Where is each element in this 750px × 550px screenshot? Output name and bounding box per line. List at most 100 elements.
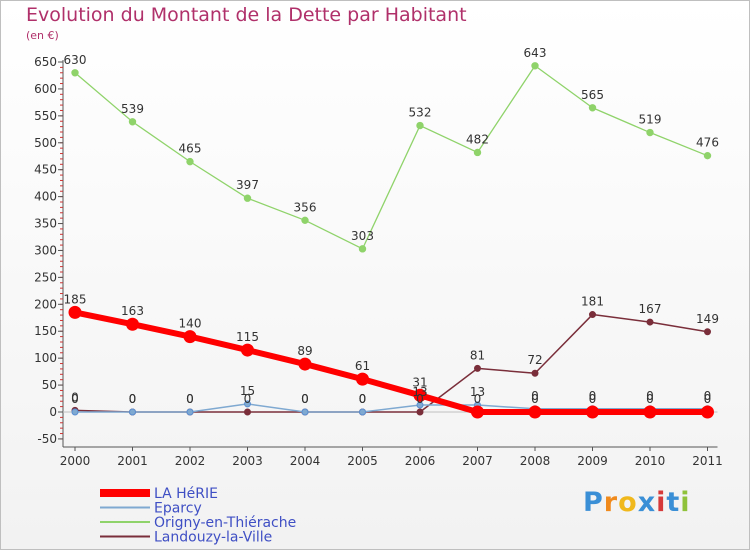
proxiti-logo: Proxiti xyxy=(583,487,691,518)
y-tick-label: 500 xyxy=(34,136,57,150)
logo-letter: P xyxy=(583,487,604,518)
y-tick-label: 550 xyxy=(34,109,57,123)
data-label: 303 xyxy=(351,229,374,243)
data-point xyxy=(586,405,599,419)
legend-label: LA HéRIE xyxy=(154,486,218,502)
data-point xyxy=(531,369,539,377)
data-label: 0 xyxy=(301,392,309,406)
x-tick-label: 2001 xyxy=(117,454,148,468)
data-point xyxy=(71,408,79,416)
logo-letter: r xyxy=(603,487,619,518)
x-tick-label: 2011 xyxy=(692,454,723,468)
y-tick-label: 600 xyxy=(34,82,57,96)
data-label: 519 xyxy=(639,113,662,127)
data-label: 356 xyxy=(294,200,317,214)
data-label: 15 xyxy=(240,384,255,398)
legend-label: Origny-en-Thiérache xyxy=(154,515,296,531)
data-point xyxy=(703,151,712,160)
logo-letter: i xyxy=(656,487,667,518)
data-label: 13 xyxy=(412,385,427,399)
series-line xyxy=(75,403,708,413)
data-point xyxy=(128,118,137,126)
x-tick-label: 2005 xyxy=(347,454,378,468)
data-label: 0 xyxy=(359,392,367,406)
data-point xyxy=(588,104,597,112)
data-label: 72 xyxy=(527,353,542,367)
data-label: 149 xyxy=(696,312,719,326)
data-label: 31 xyxy=(412,375,427,389)
y-tick-label: 300 xyxy=(34,243,57,257)
data-point xyxy=(471,405,484,419)
data-label: 0 xyxy=(71,390,79,404)
data-point xyxy=(244,408,251,416)
data-label: 61 xyxy=(355,359,370,373)
x-tick-label: 2006 xyxy=(405,454,436,468)
y-tick-label: -50 xyxy=(37,432,57,446)
data-label: 163 xyxy=(121,304,144,318)
data-point xyxy=(474,364,481,372)
data-label: 482 xyxy=(466,132,489,146)
data-label: 0 xyxy=(474,392,482,406)
data-labels: 0 0 0 0 0 0 0 81 72 181 167 149 630 539 465 397 356 303 53… xyxy=(64,46,719,406)
data-label: 397 xyxy=(236,178,259,192)
data-point xyxy=(301,216,309,225)
data-point xyxy=(186,408,194,416)
data-point xyxy=(356,372,369,386)
data-point xyxy=(126,317,139,331)
data-point xyxy=(129,408,136,416)
y-tick-label: 100 xyxy=(34,351,57,365)
y-tick-label: 450 xyxy=(34,163,57,177)
data-label: 539 xyxy=(121,102,144,116)
data-point xyxy=(68,305,82,319)
data-label: 532 xyxy=(409,106,432,120)
data-label: 476 xyxy=(696,136,719,150)
y-tick-label: 200 xyxy=(34,297,57,311)
data-label: 0 xyxy=(646,392,654,406)
data-point xyxy=(473,148,482,157)
legend-label: Landouzy-la-Ville xyxy=(154,530,272,546)
data-point xyxy=(528,405,542,419)
data-point xyxy=(358,245,367,253)
data-label: 115 xyxy=(236,330,259,344)
x-tick-label: 2008 xyxy=(520,454,551,468)
y-tick-label: 250 xyxy=(34,270,57,284)
y-tick-label: 650 xyxy=(34,55,57,69)
axes: -500501001502002503003504004505005506006… xyxy=(34,55,723,468)
x-tick-label: 2004 xyxy=(290,454,321,468)
data-point xyxy=(359,408,366,416)
chart-unit: (en €) xyxy=(26,29,59,42)
data-point xyxy=(646,128,654,137)
data-point xyxy=(589,311,596,319)
data-label: 565 xyxy=(581,88,604,102)
data-label: 181 xyxy=(581,295,604,309)
data-label: 0 xyxy=(531,389,539,403)
data-point xyxy=(183,330,197,344)
y-tick-label: 50 xyxy=(42,378,57,392)
data-label: 0 xyxy=(646,389,654,403)
data-label: 0 xyxy=(301,392,309,406)
data-label: 0 xyxy=(589,392,597,406)
y-tick-label: 350 xyxy=(34,217,57,231)
data-point xyxy=(241,343,254,357)
data-label: 0 xyxy=(531,392,539,406)
data-point xyxy=(298,357,312,371)
data-label: 0 xyxy=(704,392,712,406)
y-tick-label: 150 xyxy=(34,324,57,338)
y-tick-label: 0 xyxy=(49,405,57,419)
data-label: 89 xyxy=(297,344,312,358)
data-label: 0 xyxy=(416,392,424,406)
data-point xyxy=(244,400,251,408)
data-label: 0 xyxy=(129,392,137,406)
y-tick-label: 400 xyxy=(34,190,57,204)
data-label: 167 xyxy=(639,302,662,316)
legend-label: Eparcy xyxy=(154,501,202,517)
data-label: 643 xyxy=(524,46,547,60)
data-point xyxy=(71,69,79,77)
data-point xyxy=(243,194,252,202)
data-label: 0 xyxy=(589,389,597,403)
series-layer xyxy=(68,62,714,419)
data-point xyxy=(643,405,657,419)
x-tick-label: 2000 xyxy=(60,454,91,468)
